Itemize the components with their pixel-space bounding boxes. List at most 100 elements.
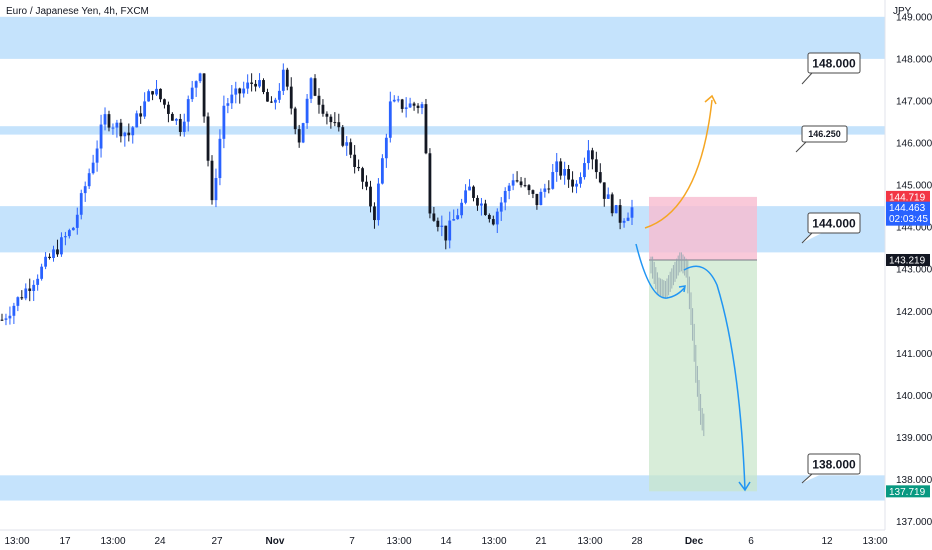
candle-body — [167, 104, 170, 114]
price-tick-label: 148.000 — [896, 54, 932, 65]
entry-price-tag: 143.219 — [889, 255, 926, 266]
candle-body — [448, 220, 452, 241]
candle-body — [618, 205, 622, 223]
time-axis: 13:00 17 13:00 24 27 Nov 7 13:00 14 13:00 21 13:00 2… — [0, 529, 888, 547]
zone-band-0 — [0, 16, 885, 59]
candle-body — [507, 185, 511, 191]
candle-body — [404, 107, 408, 109]
candle-body — [297, 129, 301, 143]
candle-body — [555, 161, 559, 173]
candle-body — [594, 159, 598, 173]
candle-body — [579, 177, 582, 184]
candle-body — [289, 86, 293, 109]
level-callouts[interactable]: 148.000 146.250 144.000 138.000 — [795, 52, 861, 484]
candle-body — [135, 113, 139, 128]
candle-body — [170, 113, 174, 121]
bullish-arrow — [644, 99, 713, 229]
price-tick-label: 145.000 — [896, 181, 932, 192]
candle-body — [369, 186, 372, 207]
candle-body — [115, 122, 119, 128]
candle-body — [186, 99, 190, 122]
candle-body — [20, 297, 24, 299]
drawn-arrows[interactable] — [635, 94, 751, 492]
callout-label: 138.000 — [812, 457, 856, 471]
candle-body — [151, 91, 154, 95]
price-tick-label: 149.000 — [896, 12, 932, 23]
time-tick-label: 13:00 — [386, 536, 411, 547]
candle-body — [127, 132, 131, 136]
price-tick-label: 144.000 — [896, 223, 932, 234]
callout-pointer — [795, 141, 816, 153]
candle-body — [345, 142, 349, 146]
price-tick-label: 142.000 — [896, 307, 932, 318]
bar-countdown: 02:03:45 — [889, 214, 928, 225]
candle-body — [341, 127, 345, 146]
time-tick-label: 13:00 — [481, 536, 506, 547]
candle-body — [365, 181, 368, 187]
price-tick-label: 143.000 — [896, 265, 932, 276]
candle-body — [622, 220, 626, 223]
candle-body — [519, 181, 523, 186]
level-callout: 148.000 — [801, 52, 861, 85]
candle-body — [543, 188, 547, 192]
price-tick-label: 146.000 — [896, 139, 932, 150]
candle-body — [16, 297, 20, 306]
candle-body — [250, 82, 254, 84]
candle-body — [8, 315, 12, 319]
candle-body — [408, 103, 412, 108]
candle-body — [79, 193, 83, 215]
candle-body — [531, 190, 535, 194]
target-price-tag-bg — [886, 485, 930, 498]
price-tick-label: 140.000 — [896, 391, 932, 402]
candle-body — [258, 80, 261, 87]
chart-title: Euro / Japanese Yen, 4h, FXCM — [6, 6, 149, 17]
candle-body — [377, 183, 380, 221]
callout-pointer — [801, 72, 822, 85]
candle-body — [392, 99, 396, 102]
bearish-arrow-head — [738, 481, 751, 492]
currency-label: JPY — [893, 6, 912, 17]
time-tick-label: 6 — [748, 536, 754, 547]
short-position-tool[interactable] — [649, 196, 757, 492]
candle-body — [28, 288, 32, 291]
candle-body — [349, 142, 353, 155]
candle-body — [238, 88, 242, 94]
candle-body — [400, 99, 404, 109]
time-tick-label: Nov — [266, 536, 285, 547]
candle-body — [281, 69, 285, 91]
candle-body — [523, 185, 527, 187]
candle-body — [432, 213, 436, 221]
candle-body — [234, 88, 238, 95]
candle-body — [107, 114, 111, 128]
candle-body — [610, 194, 614, 214]
candle-body — [412, 103, 416, 106]
candle-body — [254, 83, 257, 87]
candle-body — [36, 278, 40, 285]
candle-body — [60, 237, 63, 255]
entry-price-tag-bg — [886, 253, 930, 266]
candle-body — [182, 121, 186, 132]
candle-body — [321, 104, 325, 114]
candle-body — [452, 219, 456, 221]
bearish-arrow — [683, 265, 746, 491]
candle-body — [159, 88, 162, 100]
candle-body — [214, 178, 218, 201]
target-price-tag: 137.719 — [889, 487, 926, 498]
candle-body — [630, 207, 634, 218]
candle-body — [147, 91, 151, 102]
stop-price-tag-bg — [886, 190, 930, 203]
level-callout: 138.000 — [801, 453, 861, 484]
candle-body — [428, 153, 432, 214]
candle-body — [131, 127, 135, 136]
candle-body — [503, 190, 507, 203]
candle-body — [361, 168, 364, 182]
candle-body — [396, 99, 400, 101]
candle-body — [155, 88, 158, 95]
candle-body — [0, 319, 4, 321]
candle-body — [325, 113, 329, 117]
current-price-tag-bg — [886, 201, 930, 226]
callout-label: 148.000 — [812, 56, 856, 70]
candle-body — [476, 197, 479, 206]
